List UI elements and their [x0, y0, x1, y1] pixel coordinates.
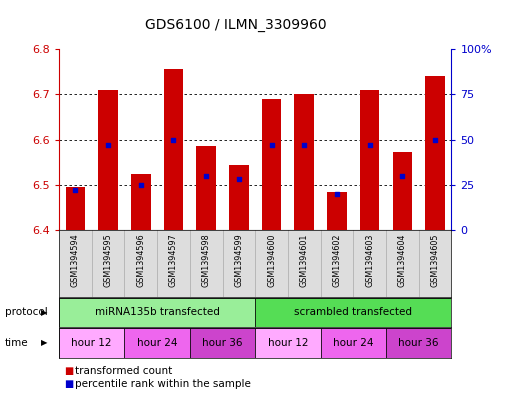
Text: GSM1394605: GSM1394605: [430, 233, 440, 287]
Point: [71, 187, 80, 193]
Text: hour 36: hour 36: [399, 338, 439, 348]
Bar: [66, 187, 85, 230]
Text: GSM1394601: GSM1394601: [300, 233, 309, 286]
Text: percentile rank within the sample: percentile rank within the sample: [75, 379, 251, 389]
Text: GSM1394604: GSM1394604: [398, 233, 407, 286]
Bar: [392, 152, 412, 230]
Text: hour 12: hour 12: [71, 338, 112, 348]
Text: time: time: [5, 338, 29, 348]
Text: GSM1394595: GSM1394595: [104, 233, 112, 287]
Bar: [98, 90, 118, 230]
Text: miRNA135b transfected: miRNA135b transfected: [95, 307, 220, 318]
Bar: [425, 76, 445, 230]
Point: [136, 182, 145, 188]
Point: [267, 142, 275, 148]
Bar: [321, 328, 386, 358]
Text: GDS6100 / ILMN_3309960: GDS6100 / ILMN_3309960: [145, 18, 327, 32]
Text: GSM1394600: GSM1394600: [267, 233, 276, 286]
Bar: [262, 99, 281, 230]
Text: GSM1394594: GSM1394594: [71, 233, 80, 287]
Bar: [196, 146, 216, 230]
Text: GSM1394603: GSM1394603: [365, 233, 374, 286]
Point: [202, 173, 210, 179]
Bar: [124, 328, 190, 358]
Point: [104, 142, 112, 148]
Text: ▶: ▶: [42, 308, 48, 317]
Bar: [190, 328, 255, 358]
Text: GSM1394599: GSM1394599: [234, 233, 243, 287]
Text: ▶: ▶: [42, 338, 48, 347]
Point: [333, 191, 341, 197]
Text: protocol: protocol: [5, 307, 48, 318]
Text: scrambled transfected: scrambled transfected: [294, 307, 412, 318]
Bar: [255, 298, 451, 327]
Bar: [327, 193, 347, 230]
Point: [235, 176, 243, 182]
Text: GSM1394597: GSM1394597: [169, 233, 178, 287]
Text: hour 36: hour 36: [202, 338, 243, 348]
Point: [431, 136, 439, 143]
Text: GSM1394596: GSM1394596: [136, 233, 145, 287]
Bar: [59, 298, 255, 327]
Point: [300, 142, 308, 148]
Text: ■: ■: [64, 379, 73, 389]
Bar: [229, 165, 249, 230]
Text: hour 24: hour 24: [137, 338, 177, 348]
Point: [398, 173, 406, 179]
Bar: [59, 328, 124, 358]
Point: [366, 142, 374, 148]
Bar: [386, 328, 451, 358]
Bar: [131, 174, 150, 230]
Bar: [360, 90, 380, 230]
Text: GSM1394602: GSM1394602: [332, 233, 342, 287]
Bar: [255, 328, 321, 358]
Bar: [164, 68, 183, 230]
Text: GSM1394598: GSM1394598: [202, 233, 211, 287]
Text: hour 12: hour 12: [268, 338, 308, 348]
Text: ■: ■: [64, 366, 73, 376]
Bar: [294, 94, 314, 230]
Text: transformed count: transformed count: [75, 366, 173, 376]
Text: hour 24: hour 24: [333, 338, 373, 348]
Point: [169, 136, 177, 143]
